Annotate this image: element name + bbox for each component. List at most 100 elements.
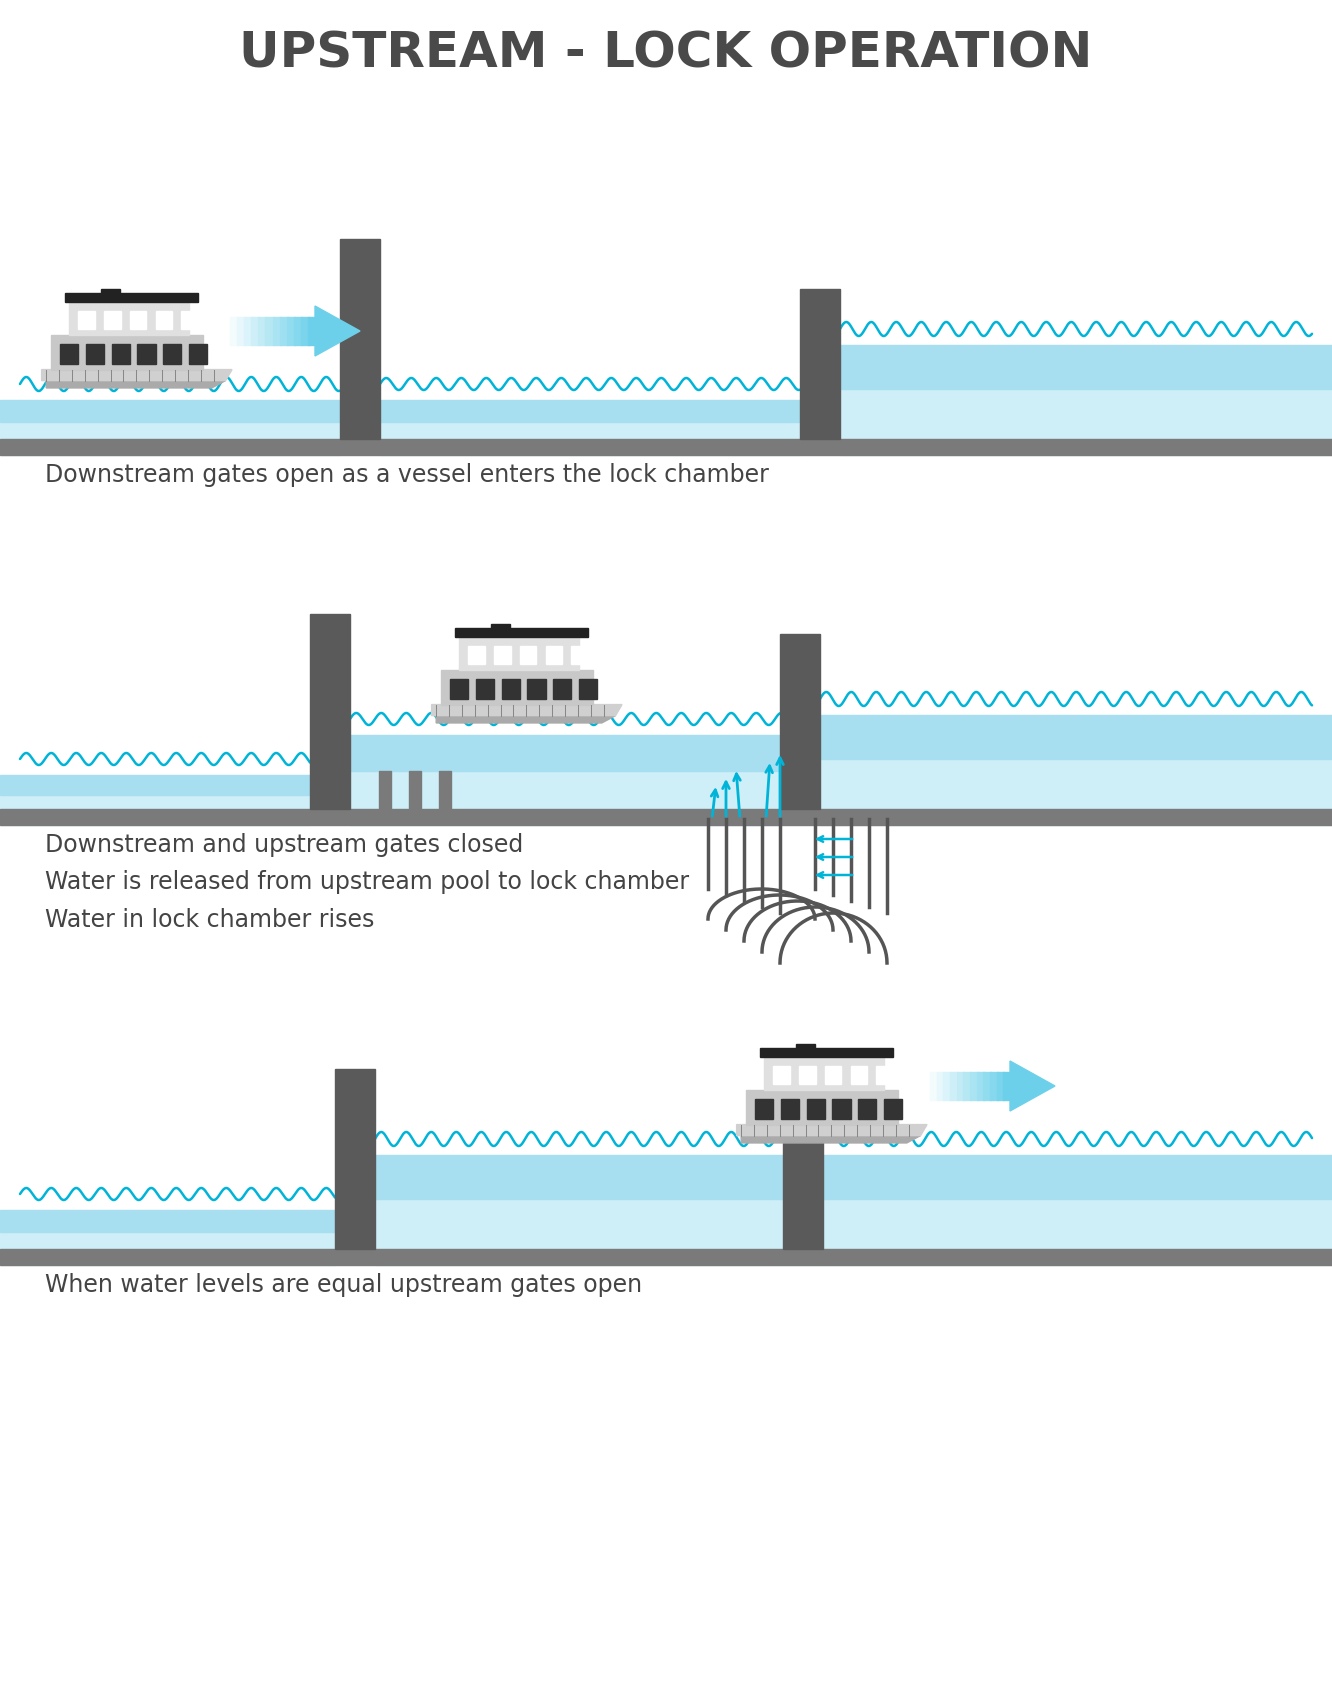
Bar: [579, 678, 597, 698]
Bar: [460, 637, 579, 670]
Bar: [943, 1071, 951, 1100]
Bar: [783, 1088, 823, 1249]
Text: UPSTREAM - LOCK OPERATION: UPSTREAM - LOCK OPERATION: [240, 31, 1092, 78]
Bar: [983, 1071, 991, 1100]
Polygon shape: [41, 370, 232, 381]
Text: Downstream and upstream gates closed
Water is released from upstream pool to loc: Downstream and upstream gates closed Wat…: [45, 832, 689, 932]
Bar: [781, 634, 821, 809]
Bar: [553, 678, 571, 698]
Bar: [189, 344, 208, 364]
Bar: [930, 1071, 938, 1100]
Bar: [825, 1066, 842, 1085]
Bar: [273, 317, 281, 346]
Bar: [1003, 1071, 1011, 1100]
Polygon shape: [436, 715, 615, 724]
Bar: [0, 400, 340, 422]
Bar: [163, 344, 181, 364]
Bar: [137, 344, 156, 364]
Bar: [441, 670, 593, 705]
Bar: [237, 317, 245, 346]
Bar: [301, 317, 309, 346]
Bar: [252, 317, 260, 346]
Bar: [280, 317, 288, 346]
Bar: [0, 809, 1332, 825]
Bar: [409, 771, 421, 809]
Bar: [101, 288, 120, 293]
Bar: [963, 1071, 971, 1100]
Bar: [956, 1071, 964, 1100]
Bar: [759, 1048, 892, 1058]
Bar: [380, 400, 801, 422]
Bar: [502, 678, 519, 698]
Bar: [755, 1098, 774, 1119]
Bar: [876, 1066, 892, 1085]
Bar: [492, 624, 510, 629]
Bar: [851, 1066, 867, 1085]
Bar: [131, 310, 147, 329]
Bar: [308, 317, 316, 346]
Bar: [350, 736, 781, 771]
Bar: [79, 310, 95, 329]
Bar: [340, 239, 380, 439]
Bar: [0, 775, 310, 795]
Bar: [801, 290, 840, 439]
Bar: [797, 1044, 815, 1048]
Bar: [765, 1058, 884, 1090]
Text: Downstream gates open as a vessel enters the lock chamber: Downstream gates open as a vessel enters…: [45, 463, 769, 486]
Bar: [85, 344, 104, 364]
Bar: [0, 1249, 1332, 1264]
Bar: [996, 1071, 1004, 1100]
Bar: [258, 317, 266, 346]
Bar: [0, 1210, 336, 1232]
Bar: [0, 795, 310, 825]
Bar: [376, 1154, 1332, 1198]
Polygon shape: [432, 705, 622, 715]
Bar: [380, 422, 801, 454]
Bar: [230, 317, 238, 346]
Text: When water levels are equal upstream gates open: When water levels are equal upstream gat…: [45, 1273, 642, 1297]
Bar: [112, 344, 131, 364]
Bar: [294, 317, 302, 346]
Bar: [469, 646, 485, 664]
Polygon shape: [741, 1136, 920, 1142]
Bar: [806, 1098, 825, 1119]
Bar: [336, 1070, 376, 1249]
Polygon shape: [737, 1124, 927, 1136]
Bar: [454, 629, 587, 637]
Bar: [527, 678, 546, 698]
Bar: [244, 317, 252, 346]
Bar: [821, 759, 1332, 825]
Bar: [265, 317, 273, 346]
Bar: [781, 1098, 799, 1119]
Polygon shape: [314, 307, 360, 356]
Bar: [990, 1071, 998, 1100]
Bar: [976, 1071, 984, 1100]
Bar: [286, 317, 294, 346]
Bar: [0, 439, 1332, 454]
Bar: [494, 646, 510, 664]
Bar: [0, 422, 340, 454]
Bar: [970, 1071, 978, 1100]
Bar: [840, 388, 1332, 454]
Bar: [858, 1098, 876, 1119]
Bar: [884, 1098, 902, 1119]
Bar: [310, 614, 350, 809]
Bar: [832, 1098, 851, 1119]
Bar: [350, 771, 781, 825]
Bar: [476, 678, 494, 698]
Bar: [60, 344, 79, 364]
Bar: [546, 646, 562, 664]
Bar: [64, 293, 198, 302]
Bar: [840, 346, 1332, 388]
Bar: [799, 1066, 815, 1085]
Bar: [104, 310, 121, 329]
Polygon shape: [47, 381, 225, 388]
Bar: [519, 646, 537, 664]
Bar: [376, 1198, 1332, 1264]
Bar: [69, 302, 189, 334]
Bar: [156, 310, 172, 329]
Bar: [936, 1071, 944, 1100]
Bar: [950, 1071, 958, 1100]
Bar: [0, 1232, 336, 1264]
Bar: [571, 646, 587, 664]
